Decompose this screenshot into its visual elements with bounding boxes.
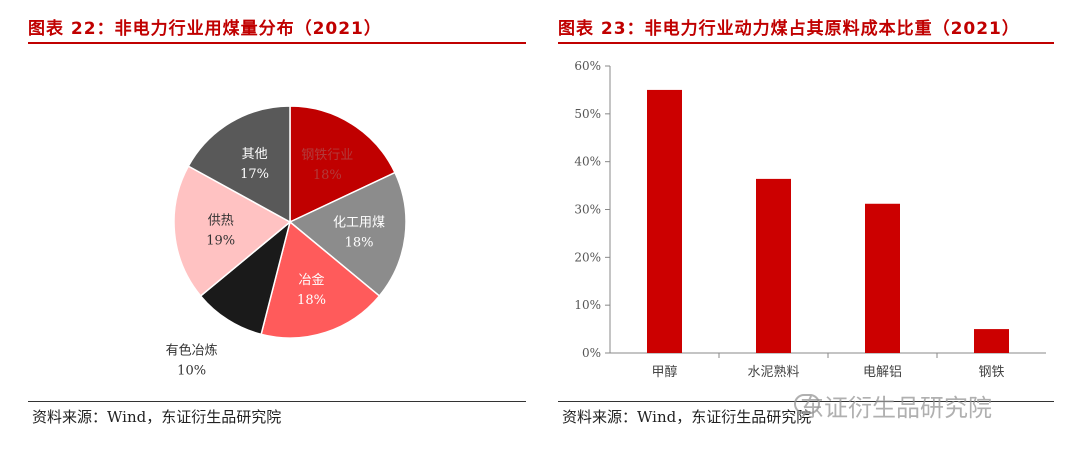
y-tick-label: 50% — [574, 107, 601, 121]
pie-value-label: 19% — [206, 234, 235, 249]
right-title-rule — [558, 42, 1054, 44]
pie-slice — [187, 105, 291, 224]
pie-slice — [289, 105, 396, 224]
pie-category-label: 有色冶炼 — [166, 343, 218, 359]
pie-category-label: 其他 — [242, 147, 268, 162]
pie-value-label: 10% — [177, 364, 206, 379]
bar-chart: 0% 10% 20% 30% 40% 50% 60% 甲醇 水泥熟料 电解铝 钢铁 — [574, 59, 1046, 380]
y-tick-label: 40% — [574, 155, 601, 169]
x-tick-label: 水泥熟料 — [747, 364, 799, 380]
bar — [974, 329, 1009, 353]
right-source-rule — [558, 401, 1054, 402]
y-tick-label: 60% — [574, 59, 601, 73]
pie-slice — [199, 219, 292, 336]
pie-slice — [173, 165, 292, 297]
left-figure-title: 图表 22：非电力行业用煤量分布（2021） — [28, 19, 382, 39]
x-tick-label: 电解铝 — [863, 365, 902, 380]
pie-value-label: 17% — [240, 167, 269, 182]
y-tick-label: 10% — [574, 298, 601, 312]
left-source-rule — [28, 401, 526, 402]
pie-chart: 钢铁行业 18% 化工用煤 18% 冶金 18% 有色冶炼 10% 供热 19% 其他 17% — [166, 105, 407, 379]
watermark-text: 东证衍生品研究院 — [800, 394, 992, 422]
y-tick-label: 30% — [574, 203, 601, 217]
left-title-rule — [28, 42, 526, 44]
right-figure: 图表 23：非电力行业动力煤占其原料成本比重（2021） 0% 10% 20% 30%… — [558, 0, 1054, 453]
x-tick-label: 甲醇 — [651, 364, 677, 380]
y-tick-label: 0% — [582, 346, 601, 360]
pie-value-label: 18% — [297, 293, 326, 308]
left-figure: 图表 22：非电力行业用煤量分布（2021） 钢铁行业 18% 化工用煤 18% 冶金 1… — [28, 0, 526, 453]
pie-slice — [288, 171, 407, 297]
pie-category-label: 供热 — [208, 214, 234, 229]
pie-value-label: 18% — [313, 168, 342, 183]
bar — [756, 178, 791, 353]
bar — [865, 203, 900, 353]
pie-value-label: 18% — [345, 236, 374, 251]
pie-category-label: 钢铁行业 — [301, 148, 353, 163]
pie-category-label: 冶金 — [298, 272, 324, 288]
right-figure-title: 图表 23：非电力行业动力煤占其原料成本比重（2021） — [558, 19, 1020, 39]
right-source-note: 资料来源：Wind，东证衍生品研究院 — [562, 408, 812, 426]
y-tick-label: 20% — [574, 250, 601, 264]
bar — [647, 89, 682, 354]
wechat-icon — [794, 394, 820, 414]
pie-category-label: 化工用煤 — [333, 216, 385, 231]
left-source-note: 资料来源：Wind，东证衍生品研究院 — [32, 408, 282, 426]
pie-slice — [260, 220, 381, 339]
x-tick-label: 钢铁 — [978, 365, 1004, 380]
